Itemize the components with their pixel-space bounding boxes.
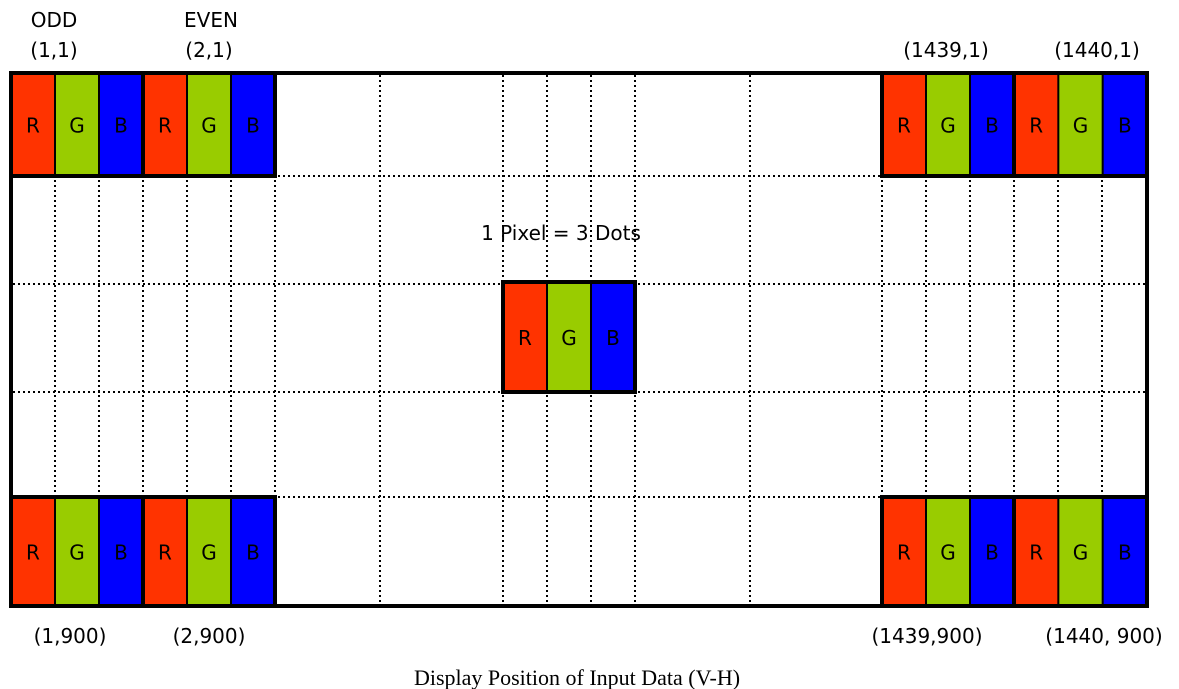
pixel-sample-dot-b bbox=[591, 282, 635, 392]
pixel-1439-900-dot-label-b: B bbox=[985, 541, 999, 565]
pixel-1439-1-dot-label-b: B bbox=[985, 114, 999, 138]
pixel-2-1-border bbox=[141, 71, 277, 178]
pixel-1-1-dot-g bbox=[55, 73, 99, 176]
pixel-sample-dot-label-r: R bbox=[518, 326, 532, 350]
pixel-1440-900-dot-b bbox=[1102, 497, 1147, 606]
position-label-1440-1: (1440,1) bbox=[1054, 38, 1140, 62]
pixel-2-900-border bbox=[141, 495, 277, 608]
pixel-1440-1-dot-r bbox=[1014, 73, 1059, 176]
pixel-1440-900-dot-label-r: R bbox=[1029, 541, 1043, 565]
pixel-1439-900-dot-b bbox=[970, 497, 1014, 606]
pixel-2-900-dot-label-b: B bbox=[246, 541, 260, 565]
pixel-1440-1-border bbox=[1012, 71, 1149, 178]
pixel-2-900-dot-g bbox=[187, 497, 231, 606]
pixel-2-1-dot-label-r: R bbox=[158, 114, 172, 138]
pixel-1440-900-dot-r bbox=[1014, 497, 1059, 606]
pixel-sample-dot-label-b: B bbox=[606, 326, 620, 350]
pixel-sample-dot-g bbox=[547, 282, 591, 392]
pixel-1-1-dot-label-g: G bbox=[69, 114, 85, 138]
pixel-1439-1-dot-label-r: R bbox=[897, 114, 911, 138]
pixel-1-900-dot-label-r: R bbox=[26, 541, 40, 565]
pixel-1-1-dot-r bbox=[11, 73, 55, 176]
pixel-1440-1-dot-g bbox=[1058, 73, 1103, 176]
diagram-caption: Display Position of Input Data (V-H) bbox=[414, 665, 740, 689]
pixel-sample-dot-r bbox=[503, 282, 547, 392]
pixel-2-900-dot-b bbox=[231, 497, 275, 606]
pixel-2-1-dot-g bbox=[187, 73, 231, 176]
pixel-1439-900-dot-label-r: R bbox=[897, 541, 911, 565]
position-label-1-900: (1,900) bbox=[34, 624, 107, 648]
position-label-1-1: (1,1) bbox=[30, 38, 77, 62]
pixel-1-900-dot-r bbox=[11, 497, 55, 606]
display-frame bbox=[9, 71, 1149, 608]
pixel-1439-1-dot-r bbox=[882, 73, 926, 176]
pixel-dots-note: 1 Pixel = 3 Dots bbox=[481, 221, 641, 245]
pixel-1-1-dot-label-b: B bbox=[114, 114, 128, 138]
pixel-1440-900-dot-g bbox=[1058, 497, 1103, 606]
pixel-1440-900-dot-label-g: G bbox=[1073, 541, 1089, 565]
pixel-2-900-dot-r bbox=[143, 497, 187, 606]
pixel-1440-1-dot-label-b: B bbox=[1118, 114, 1132, 138]
pixel-1439-900-dot-g bbox=[926, 497, 970, 606]
position-label-1440-900: (1440, 900) bbox=[1045, 624, 1162, 648]
pixel-1-1-dot-label-r: R bbox=[26, 114, 40, 138]
pixel-1439-1-dot-label-g: G bbox=[940, 114, 956, 138]
pixel-blocks: R G B R G B R G B R G B R G B R G B R G B R G B R G B bbox=[9, 71, 1149, 608]
pixel-1439-900-dot-r bbox=[882, 497, 926, 606]
pixel-1439-1-dot-b bbox=[970, 73, 1014, 176]
position-label-2-1: (2,1) bbox=[185, 38, 232, 62]
pixel-1440-1-dot-b bbox=[1102, 73, 1147, 176]
pixel-1440-1-dot-label-r: R bbox=[1029, 114, 1043, 138]
position-label-2-900: (2,900) bbox=[173, 624, 246, 648]
pixel-1-900-dot-b bbox=[99, 497, 143, 606]
odd-label: ODD bbox=[31, 8, 78, 32]
position-label-1439-900: (1439,900) bbox=[871, 624, 982, 648]
pixel-2-1-dot-r bbox=[143, 73, 187, 176]
pixel-1439-900-dot-label-g: G bbox=[940, 541, 956, 565]
pixel-sample-dot-label-g: G bbox=[561, 326, 577, 350]
even-label: EVEN bbox=[184, 8, 238, 32]
pixel-2-1-dot-label-g: G bbox=[201, 114, 217, 138]
pixel-1-900-dot-g bbox=[55, 497, 99, 606]
pixel-sample-border bbox=[501, 280, 637, 394]
pixel-1440-900-border bbox=[1012, 495, 1149, 608]
pixel-1440-900-dot-label-b: B bbox=[1118, 541, 1132, 565]
position-label-1439-1: (1439,1) bbox=[903, 38, 989, 62]
pixel-2-900-dot-label-g: G bbox=[201, 541, 217, 565]
pixel-1-900-dot-label-g: G bbox=[69, 541, 85, 565]
pixel-2-900-dot-label-r: R bbox=[158, 541, 172, 565]
pixel-2-1-dot-label-b: B bbox=[246, 114, 260, 138]
pixel-2-1-dot-b bbox=[231, 73, 275, 176]
pixel-1-900-dot-label-b: B bbox=[114, 541, 128, 565]
pixel-1-1-dot-b bbox=[99, 73, 143, 176]
pixel-1439-1-dot-g bbox=[926, 73, 970, 176]
pixel-1440-1-dot-label-g: G bbox=[1073, 114, 1089, 138]
